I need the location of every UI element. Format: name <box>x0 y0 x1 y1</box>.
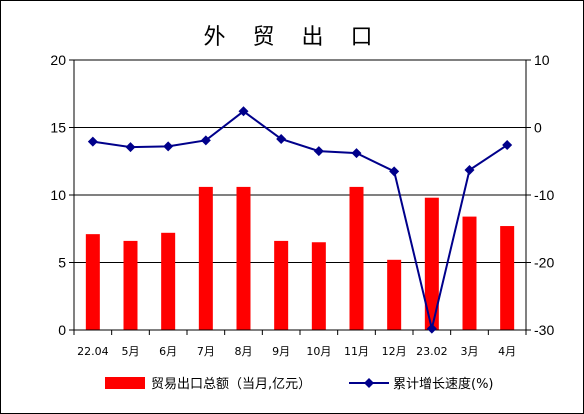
bar-1 <box>123 240 138 330</box>
line-point-9 <box>426 323 437 334</box>
left-tick-label: 5 <box>58 255 66 271</box>
x-tick-label: 9月 <box>272 345 290 358</box>
left-tick-label: 0 <box>58 322 66 338</box>
x-tick-label: 8月 <box>235 345 253 358</box>
x-tick-label: 4月 <box>498 345 516 358</box>
chart-title: 外 贸 出 口 <box>203 25 383 50</box>
bar-2 <box>161 232 176 330</box>
x-tick-label: 6月 <box>159 345 177 358</box>
grid-lines <box>74 59 526 263</box>
x-tick-label: 5月 <box>122 345 140 358</box>
x-tick-label: 10月 <box>306 345 331 358</box>
legend-label-bar: 贸易出口总额（当月,亿元） <box>151 377 311 392</box>
x-tick-label: 7月 <box>197 345 215 358</box>
bar-3 <box>198 186 213 330</box>
x-tick-label: 3月 <box>461 345 479 358</box>
bar-0 <box>85 234 100 330</box>
legend: 贸易出口总额（当月,亿元） 累计增长速度(%) <box>105 376 494 392</box>
x-tick-label: 22.04 <box>77 345 109 358</box>
bar-7 <box>349 186 364 330</box>
bar-9 <box>424 197 439 330</box>
line-point-1 <box>125 142 136 153</box>
line-point-11 <box>502 140 513 151</box>
line-series <box>87 106 513 334</box>
line-point-4 <box>238 106 249 117</box>
line-point-7 <box>351 148 362 159</box>
line-point-6 <box>313 146 324 157</box>
line-point-10 <box>464 165 475 176</box>
right-tick-label: -20 <box>534 255 554 271</box>
line-point-0 <box>87 136 98 147</box>
legend-swatch-bar <box>105 377 145 389</box>
left-tick-label: 10 <box>50 187 66 203</box>
bar-5 <box>274 240 289 330</box>
x-tick-label: 23.02 <box>416 345 448 358</box>
legend-label-line: 累计增长速度(%) <box>393 376 494 392</box>
bar-8 <box>387 259 402 330</box>
right-tick-label: -30 <box>534 322 554 338</box>
line-point-3 <box>200 135 211 146</box>
line-point-8 <box>389 166 400 177</box>
bar-11 <box>500 226 515 330</box>
bar-6 <box>311 242 326 330</box>
bar-4 <box>236 186 251 330</box>
legend-swatch-marker <box>364 378 374 388</box>
x-tick-label: 11月 <box>344 345 369 358</box>
growth-line <box>92 110 508 329</box>
tick-labels: 0 5 10 15 20 -30 -20 -10 0 10 22.04 5月 6月 7月 8月 9月 10月 11… <box>50 52 554 358</box>
left-tick-label: 20 <box>50 52 66 68</box>
bar-series <box>85 186 515 330</box>
right-tick-label: 10 <box>534 52 550 68</box>
axes <box>69 59 531 335</box>
x-tick-label: 12月 <box>382 345 407 358</box>
right-tick-label: -10 <box>534 187 554 203</box>
line-point-2 <box>163 141 174 152</box>
bar-10 <box>462 216 477 330</box>
left-tick-label: 15 <box>50 120 66 136</box>
right-tick-label: 0 <box>534 120 542 136</box>
line-point-5 <box>276 133 287 144</box>
